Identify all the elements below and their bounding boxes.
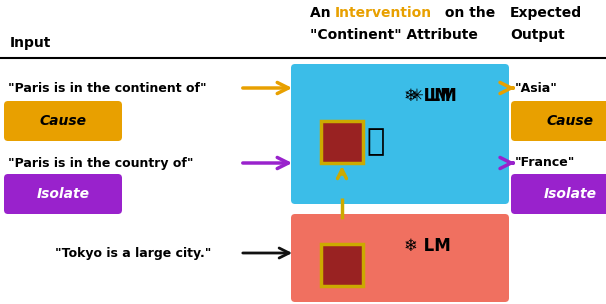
Text: Cause: Cause — [547, 114, 593, 128]
FancyBboxPatch shape — [511, 101, 606, 141]
FancyBboxPatch shape — [291, 64, 509, 204]
Text: An: An — [310, 6, 336, 20]
FancyBboxPatch shape — [321, 121, 363, 163]
Text: "Paris is in the country of": "Paris is in the country of" — [8, 157, 193, 170]
Text: ✳ LM: ✳ LM — [410, 87, 458, 105]
FancyBboxPatch shape — [511, 174, 606, 214]
Text: "Tokyo is a large city.": "Tokyo is a large city." — [55, 247, 211, 260]
FancyBboxPatch shape — [321, 244, 363, 286]
Text: ❄ LM: ❄ LM — [404, 87, 451, 105]
Text: ❄ LM: ❄ LM — [404, 237, 451, 255]
FancyBboxPatch shape — [4, 174, 122, 214]
FancyBboxPatch shape — [291, 214, 509, 302]
Text: Expected: Expected — [510, 6, 582, 20]
Text: on the: on the — [440, 6, 495, 20]
Text: "Paris is in the continent of": "Paris is in the continent of" — [8, 81, 207, 95]
Text: "France": "France" — [515, 157, 575, 170]
Text: Intervention: Intervention — [335, 6, 432, 20]
Text: Isolate: Isolate — [36, 187, 90, 201]
FancyBboxPatch shape — [4, 101, 122, 141]
Text: 🤏: 🤏 — [366, 127, 384, 157]
Text: Output: Output — [510, 28, 565, 42]
Text: "Continent" Attribute: "Continent" Attribute — [310, 28, 478, 42]
Text: Input: Input — [10, 36, 52, 50]
Text: "Asia": "Asia" — [515, 81, 558, 95]
Text: Cause: Cause — [39, 114, 87, 128]
Text: Isolate: Isolate — [544, 187, 596, 201]
